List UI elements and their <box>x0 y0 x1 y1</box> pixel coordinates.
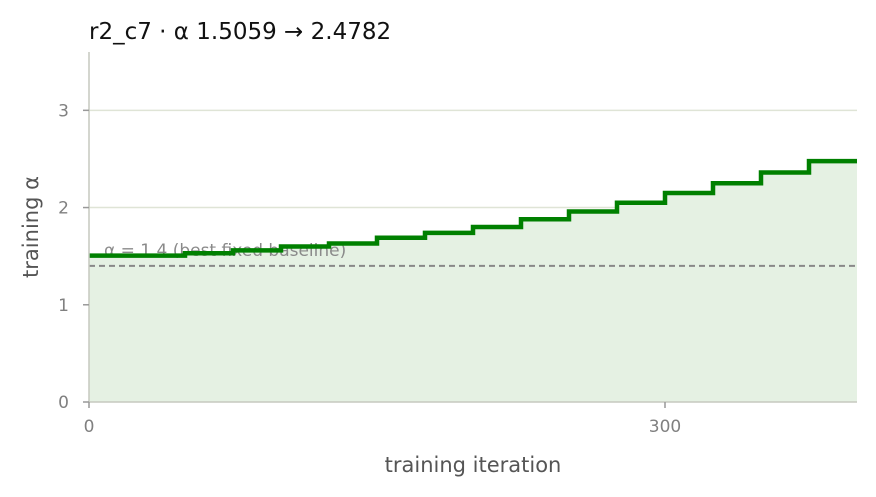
area-layer <box>89 161 857 402</box>
y-tick-label: 3 <box>58 101 69 121</box>
y-tick-label: 2 <box>58 199 69 219</box>
line-layer <box>89 158 857 258</box>
series-area <box>89 161 857 402</box>
tick-layer: 0 1 2 3 0 300 <box>58 101 681 437</box>
x-tick-label: 300 <box>649 417 681 437</box>
x-tick-label: 0 <box>84 417 95 437</box>
x-axis-label: training iteration <box>385 453 562 477</box>
y-tick-label: 1 <box>58 296 69 316</box>
series-step-line <box>89 158 857 258</box>
reference-line-label: α = 1.4 (best fixed baseline) <box>104 241 346 261</box>
chart-title: r2_c7 · α 1.5059 → 2.4782 <box>89 19 391 45</box>
y-tick-label: 0 <box>58 393 69 413</box>
y-axis-label: training α <box>19 176 43 278</box>
